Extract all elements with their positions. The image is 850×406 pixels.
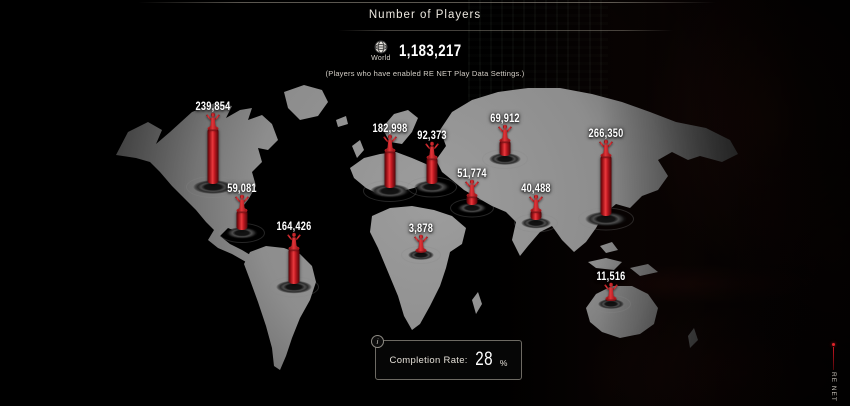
- world-total: World 1,183,217: [0, 39, 850, 62]
- marker-column: [426, 155, 438, 184]
- header-divider-bottom: [338, 30, 673, 31]
- renet-line: [833, 347, 834, 371]
- info-icon[interactable]: i: [371, 335, 384, 348]
- marker-value: 59,081: [227, 183, 257, 195]
- marker-value: 92,373: [417, 130, 447, 142]
- completion-rate-value: 28: [474, 349, 493, 370]
- marker-value: 69,912: [490, 113, 520, 125]
- marker-column: [236, 208, 248, 230]
- marker-value: 164,426: [276, 221, 312, 233]
- cheer-figure-icon: [464, 179, 481, 197]
- page-title: Number of Players: [368, 9, 482, 21]
- cheer-figure-icon: [603, 282, 620, 300]
- marker-value: 40,488: [521, 183, 551, 195]
- total-players-count: 1,183,217: [398, 41, 462, 60]
- marker-value: 3,878: [408, 223, 434, 235]
- cheer-figure-icon: [382, 134, 399, 152]
- cheer-figure-icon: [286, 232, 303, 250]
- completion-rate-box: i Completion Rate: 28 %: [371, 335, 522, 380]
- cheer-figure-icon: [413, 234, 430, 252]
- cheer-figure-icon: [424, 141, 441, 159]
- world-block: World: [371, 40, 391, 62]
- cheer-figure-icon: [598, 139, 615, 157]
- completion-rate-unit: %: [499, 357, 508, 368]
- marker-value: 182,998: [372, 123, 408, 135]
- marker-value: 239,854: [195, 101, 231, 113]
- header-divider-top: [138, 2, 716, 3]
- cheer-figure-icon: [205, 112, 222, 130]
- marker-value: 51,774: [457, 168, 487, 180]
- marker-column: [499, 138, 511, 156]
- marker-column: [288, 246, 300, 284]
- world-label: World: [371, 55, 391, 62]
- cheer-figure-icon: [234, 194, 251, 212]
- globe-icon: [374, 40, 388, 54]
- renet-dot-icon: [832, 343, 835, 347]
- renet-watermark: RE NET: [830, 343, 837, 402]
- cheer-figure-icon: [497, 124, 514, 142]
- subtitle: (Players who have enabled RE NET Play Da…: [325, 69, 525, 78]
- cheer-figure-icon: [528, 194, 545, 212]
- marker-column: [384, 148, 396, 188]
- marker-column: [207, 126, 219, 184]
- marker-value: 266,350: [588, 128, 624, 140]
- renet-label: RE NET: [830, 372, 837, 402]
- marker-column: [600, 153, 612, 216]
- marker-value: 11,516: [596, 271, 626, 283]
- completion-rate-label: Completion Rate:: [389, 354, 468, 366]
